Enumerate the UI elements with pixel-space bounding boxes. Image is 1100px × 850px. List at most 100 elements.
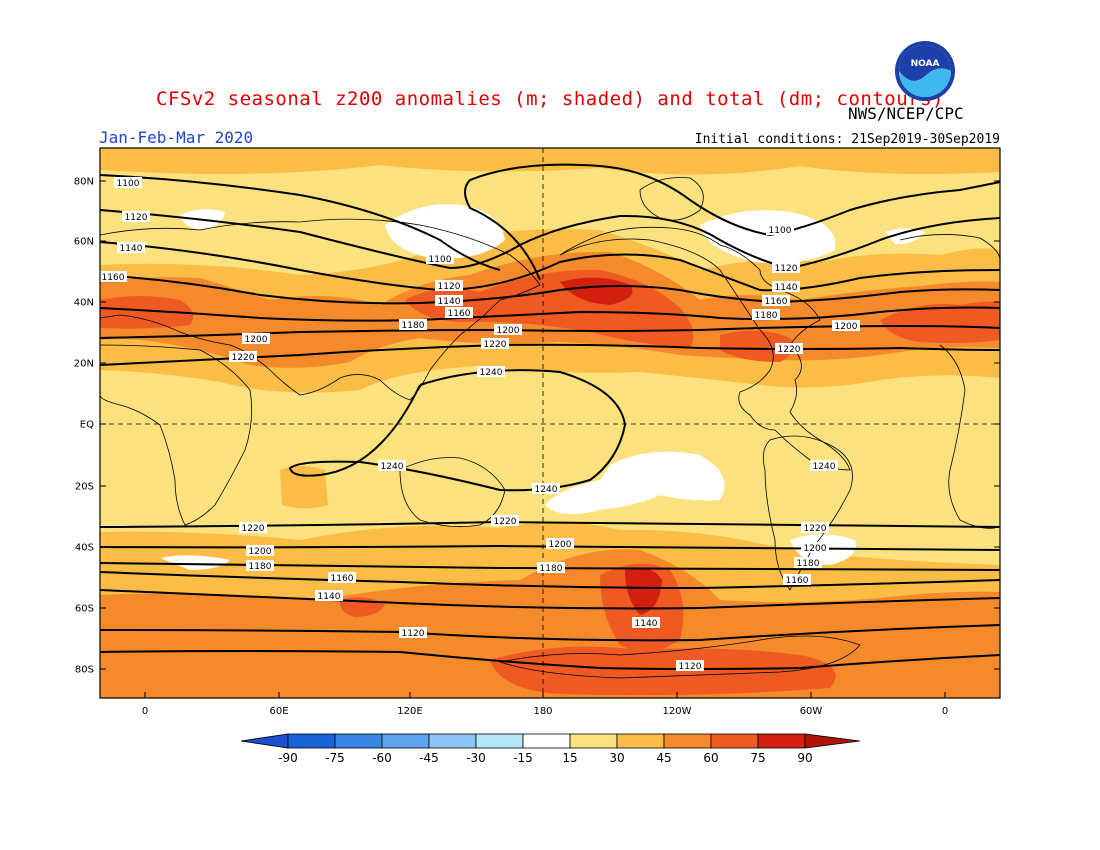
lat-label: EQ xyxy=(80,420,94,431)
contour-label-bg xyxy=(246,560,274,571)
contour-line xyxy=(99,274,1001,305)
map-gridlines xyxy=(100,148,1000,698)
initial-conditions-label: Initial conditions: 21Sep2019-30Sep2019 xyxy=(694,132,1000,147)
svg-text:NOAA: NOAA xyxy=(911,59,940,69)
colorbar-swatch xyxy=(757,733,806,749)
contour-line xyxy=(99,241,1001,292)
colorbar-tick-label: -75 xyxy=(325,751,345,765)
contour-label: 1140 xyxy=(635,619,658,629)
colorbar-swatch xyxy=(287,733,336,749)
coastline-europe-east xyxy=(899,234,1001,261)
contour-label-bg xyxy=(399,319,427,330)
lat-label: 80N xyxy=(74,177,94,188)
contour-label-bg xyxy=(801,522,829,533)
contour-label-bg xyxy=(117,242,145,253)
colorbar-tick-label: 30 xyxy=(609,751,624,765)
contour-label-bg xyxy=(676,660,704,671)
contour-label-bg xyxy=(794,557,822,568)
anomaly-area xyxy=(490,646,836,696)
anomaly-area xyxy=(885,228,925,245)
coastline-australia xyxy=(399,457,506,528)
lon-label: 120E xyxy=(397,706,422,717)
contour-label-bg xyxy=(426,253,454,264)
contour-label: 1220 xyxy=(494,517,517,527)
noaa-logo-icon: NOAA xyxy=(895,41,955,101)
colorbar-swatch xyxy=(522,733,571,749)
colorbar-tick-label: 45 xyxy=(656,751,671,765)
contour-label: 1220 xyxy=(242,524,265,534)
anomaly-area xyxy=(880,301,1000,344)
anomaly-area xyxy=(625,567,662,615)
colorbar-tick-label: -15 xyxy=(513,751,533,765)
contour-line xyxy=(288,369,627,492)
coastline-africa xyxy=(99,344,253,526)
contour-label: 1140 xyxy=(120,244,143,254)
colorbar-tick-label: -30 xyxy=(466,751,486,765)
contour-label: 1120 xyxy=(402,629,425,639)
contour-label-bg xyxy=(775,343,803,354)
contour-label-bg xyxy=(378,460,406,471)
contour-label: 1100 xyxy=(769,226,792,236)
lon-label: 180 xyxy=(533,706,552,717)
contour-line xyxy=(99,562,1001,571)
contour-label-bg xyxy=(445,307,473,318)
contour-labels: 1100 1120 1140 1160 1100 1120 1140 1160 1180 1200… xyxy=(99,177,860,672)
colorbar-swatch xyxy=(710,733,759,749)
contour-label-bg xyxy=(766,224,794,235)
contour-label: 1140 xyxy=(438,297,461,307)
colorbar-tick-label: 60 xyxy=(703,751,718,765)
contour-label-bg xyxy=(772,281,800,292)
contour-line xyxy=(99,306,1001,322)
contour-label: 1180 xyxy=(402,321,425,331)
contour-line xyxy=(99,571,1001,590)
coastline-antarctica xyxy=(499,635,861,679)
org-label: NWS/NCEP/CPC xyxy=(848,104,964,123)
contour-label: 1100 xyxy=(429,255,452,265)
colorbar-tick-label: -45 xyxy=(419,751,439,765)
contour-label: 1200 xyxy=(835,322,858,332)
contour-label: 1120 xyxy=(438,282,461,292)
contour-label: 1160 xyxy=(786,576,809,586)
anomaly-area xyxy=(160,555,230,570)
contour-label: 1200 xyxy=(549,540,572,550)
contour-label-bg xyxy=(772,262,800,273)
contour-label-bg xyxy=(532,483,560,494)
anomaly-area xyxy=(100,148,1000,175)
contour-label-bg xyxy=(752,309,780,320)
contour-label: 1160 xyxy=(448,309,471,319)
coastline-africa-east xyxy=(939,344,996,529)
contour-label: 1220 xyxy=(484,340,507,350)
anomaly-area xyxy=(385,204,505,259)
contour-label-bg xyxy=(242,333,270,344)
contour-label: 1220 xyxy=(804,524,827,534)
contour-label-bg xyxy=(832,320,860,331)
contour-label: 1240 xyxy=(813,462,836,472)
lat-label: 60S xyxy=(75,604,94,615)
contour-label-bg xyxy=(239,522,267,533)
contour-line xyxy=(99,650,1001,670)
contour-label: 1120 xyxy=(775,264,798,274)
colorbar-swatch xyxy=(663,733,712,749)
anomaly-area xyxy=(545,451,725,514)
colorbar-swatch xyxy=(616,733,665,749)
contour-label-bg xyxy=(494,324,522,335)
contour-line xyxy=(99,589,1001,610)
contour-label: 1140 xyxy=(318,592,341,602)
contour-label-bg xyxy=(114,177,142,188)
contour-label: 1200 xyxy=(245,335,268,345)
contour-label-bg xyxy=(762,295,790,306)
chart-title: CFSv2 seasonal z200 anomalies (m; shaded… xyxy=(156,88,944,110)
contour-label-bg xyxy=(435,295,463,306)
colorbar-tick-label: 15 xyxy=(562,751,577,765)
colorbar-tick-label: 90 xyxy=(797,751,812,765)
lat-label: 20N xyxy=(74,359,94,370)
longitude-axis: 0 60E 120E 180 120W 60W 0 xyxy=(142,692,948,717)
season-label: Jan-Feb-Mar 2020 xyxy=(99,128,254,147)
contour-label-bg xyxy=(99,271,127,282)
lat-label: 40S xyxy=(75,543,94,554)
contour-label: 1240 xyxy=(480,368,503,378)
contour-label-bg xyxy=(315,590,343,601)
contour-line xyxy=(464,163,1001,281)
contour-line xyxy=(99,174,501,271)
